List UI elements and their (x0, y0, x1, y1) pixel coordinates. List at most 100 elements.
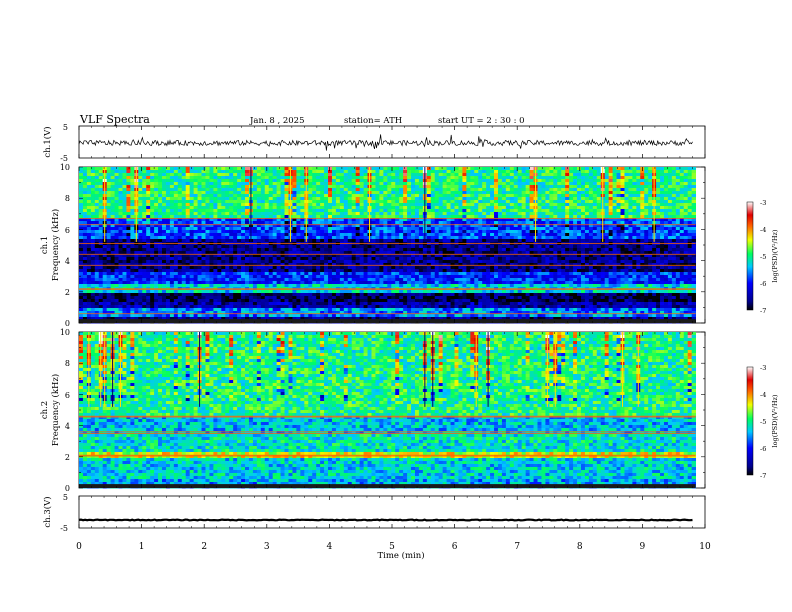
spectrogram-cell (213, 218, 218, 222)
spectrogram-cell (320, 221, 325, 225)
spectrogram-cell (217, 257, 222, 261)
spectrogram-cell (225, 170, 230, 174)
spectrogram-cell (656, 260, 661, 264)
spectrogram-cell (379, 203, 384, 207)
spectrogram-cell (379, 227, 384, 231)
spectrogram-cell (94, 194, 100, 198)
spectrogram-cell (553, 179, 558, 183)
spectrogram-cell (316, 173, 321, 177)
spectrogram-cell (189, 209, 195, 213)
spectrogram-cell (501, 200, 507, 204)
spectrogram-cell (177, 245, 183, 249)
spectrogram-cell (414, 176, 420, 180)
spectrogram-cell (620, 167, 625, 171)
spectrogram-cell (660, 254, 665, 258)
spectrogram-cell (553, 257, 558, 261)
spectrogram-cell (288, 248, 293, 252)
spectrogram-cell (663, 254, 669, 258)
spectrogram-cell (557, 236, 562, 240)
spectrogram-cell (470, 170, 475, 174)
spectrogram-cell (474, 248, 479, 252)
spectrogram-cell (162, 251, 167, 255)
spectrogram-cell (541, 191, 546, 195)
spectrogram-cell (537, 191, 542, 195)
spectrogram-cell (474, 200, 479, 204)
spectrogram-cell (430, 194, 436, 198)
spectrogram-cell (458, 251, 463, 255)
spectrogram-cell (525, 248, 530, 252)
spectrogram-cell (225, 191, 230, 195)
spectrogram-cell (217, 209, 222, 213)
spectrogram-cell (426, 176, 432, 180)
spectrogram-cell (371, 173, 376, 177)
spectrogram-cell (395, 233, 400, 237)
spectrogram-cell (154, 248, 159, 252)
spectrogram-cell (90, 185, 96, 189)
spectrogram-cell (114, 212, 119, 216)
spectrogram-cell (328, 206, 333, 210)
spectrogram-cell (663, 227, 669, 231)
spectrogram-cell (537, 260, 542, 264)
spectrogram-cell (584, 197, 590, 201)
spectrogram-cell (355, 209, 361, 213)
spectrogram-cell (181, 200, 187, 204)
spectrogram-cell (189, 218, 195, 222)
spectrogram-cell (185, 194, 191, 198)
spectrogram-cell (537, 212, 542, 216)
spectrogram-cell (573, 260, 578, 264)
spectrogram-cell (201, 182, 206, 186)
spectrogram-cell (331, 194, 337, 198)
spectrogram-cell (343, 215, 349, 219)
spectrogram-cell (142, 197, 147, 201)
spectrogram-cell (679, 251, 685, 255)
spectrogram-cell (395, 251, 400, 255)
spectrogram-cell (450, 212, 455, 216)
spectrogram-cell (300, 206, 305, 210)
spectrogram-cell (217, 185, 222, 189)
spectrogram-cell (561, 203, 566, 207)
spectrogram-cell (446, 260, 451, 264)
spectrogram-cell (608, 251, 613, 255)
spectrogram-cell (403, 260, 408, 264)
spectrogram-cell (221, 188, 226, 192)
spectrogram-cell (557, 221, 562, 225)
spectrogram-cell (98, 185, 104, 189)
spectrogram-cell (691, 191, 697, 195)
spectrogram-cell (379, 194, 384, 198)
spectrogram-cell (359, 221, 364, 225)
spectrogram-cell (276, 200, 281, 204)
spectrogram-cell (122, 251, 127, 255)
spectrogram-cell (217, 239, 222, 243)
spectrogram-cell (320, 173, 325, 177)
spectrogram-cell (185, 185, 191, 189)
spectrogram-cell (644, 188, 649, 192)
spectrogram-cell (671, 239, 677, 243)
spectrogram-cell (130, 227, 135, 231)
spectrogram-cell (162, 236, 167, 240)
spectrogram-cell (442, 233, 447, 237)
spectrogram-cell (169, 221, 175, 225)
spectrogram-cell (683, 245, 689, 249)
spectrogram-cell (94, 227, 100, 231)
spectrogram-cell (466, 218, 471, 222)
spectrogram-cell (687, 248, 693, 252)
spectrogram-cell (470, 248, 475, 252)
spectrogram-cell (280, 257, 285, 261)
spectrogram-cell (335, 239, 341, 243)
spectrogram-cell (474, 203, 479, 207)
spectrogram-cell (185, 179, 191, 183)
spectrogram-cell (367, 257, 372, 261)
spectrogram-cell (328, 224, 333, 228)
spectrogram-cell (434, 224, 440, 228)
spectrogram-cell (375, 200, 380, 204)
spectrogram-cell (268, 167, 274, 171)
spectrogram-cell (679, 173, 685, 177)
spectrogram-cell (375, 203, 380, 207)
spectrogram-cell (671, 224, 677, 228)
spectrogram-cell (482, 233, 487, 237)
spectrogram-cell (209, 170, 214, 174)
spectrogram-cell (82, 257, 88, 261)
spectrogram-cell (209, 194, 214, 198)
spectrogram-cell (573, 236, 578, 240)
spectrogram-cell (691, 257, 697, 261)
